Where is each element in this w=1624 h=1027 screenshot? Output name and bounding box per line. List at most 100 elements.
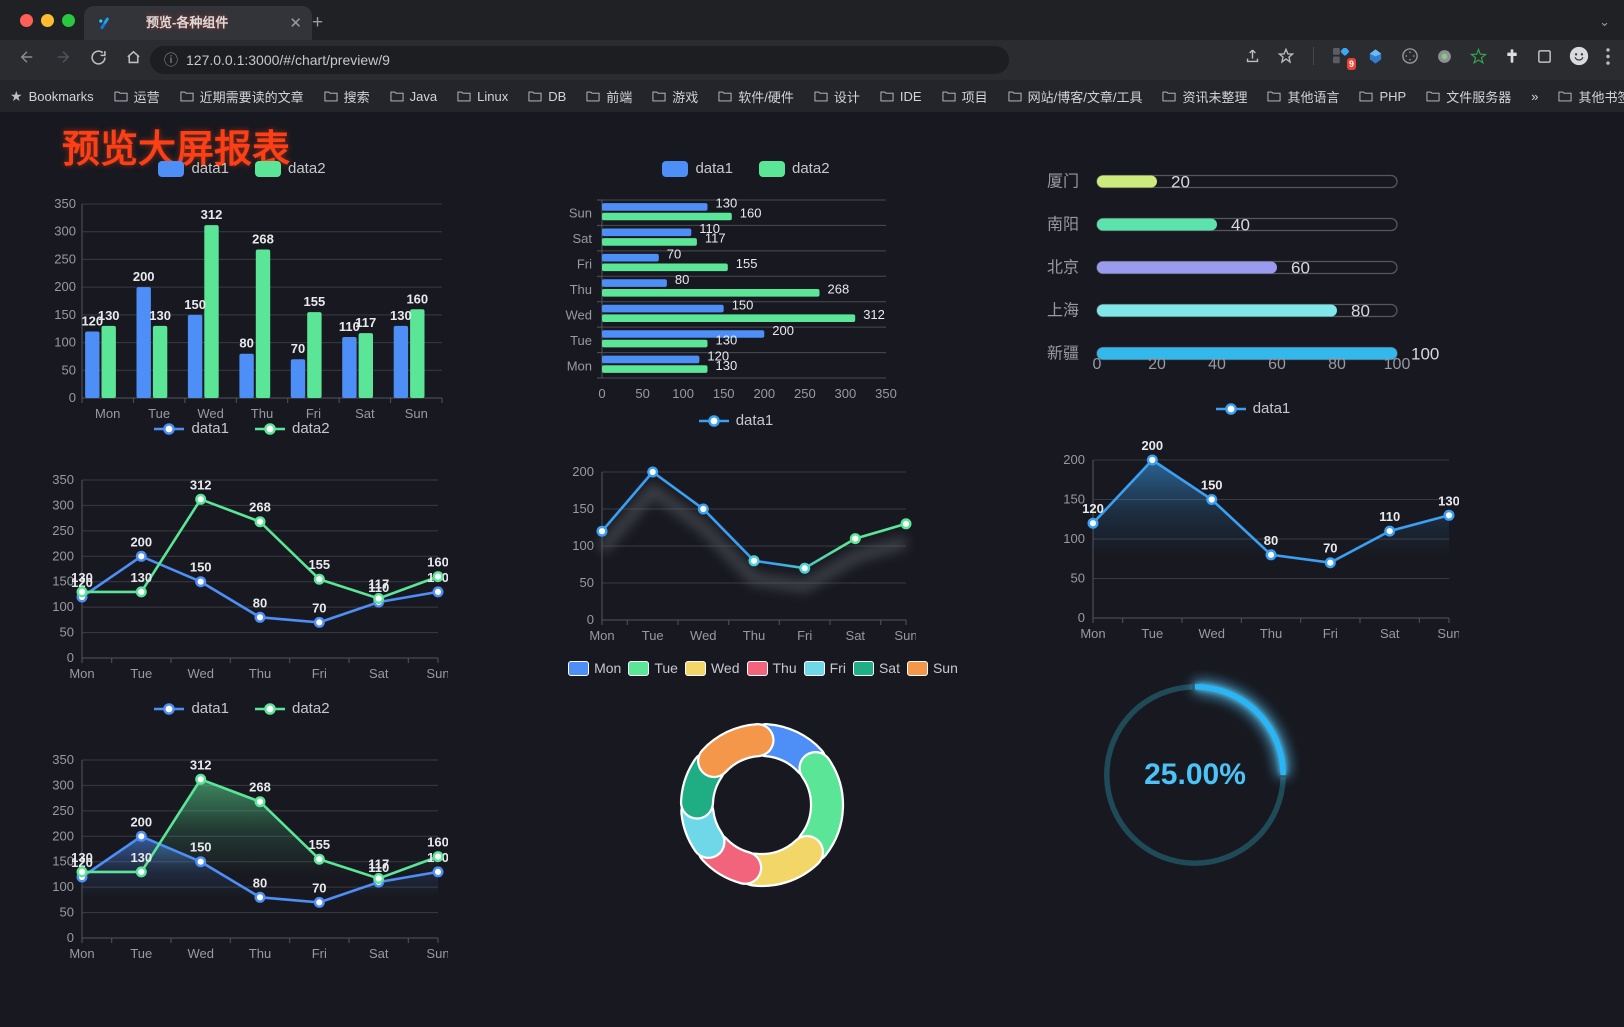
- svg-text:Mon: Mon: [1080, 626, 1105, 641]
- svg-text:117: 117: [368, 857, 389, 872]
- svg-text:155: 155: [308, 557, 330, 572]
- svg-text:40: 40: [1231, 216, 1250, 235]
- svg-text:200: 200: [130, 534, 152, 549]
- svg-text:150: 150: [184, 297, 206, 312]
- svg-text:100: 100: [1411, 345, 1439, 364]
- svg-text:Tue: Tue: [642, 628, 664, 643]
- svg-text:200: 200: [1141, 438, 1163, 453]
- svg-text:Mon: Mon: [567, 358, 592, 373]
- svg-text:Mon: Mon: [69, 946, 94, 961]
- svg-text:50: 50: [580, 575, 594, 590]
- svg-text:250: 250: [52, 523, 74, 538]
- svg-text:Tue: Tue: [130, 666, 152, 681]
- svg-text:Sun: Sun: [1437, 626, 1459, 641]
- svg-text:厦门: 厦门: [1047, 173, 1079, 191]
- svg-text:130: 130: [716, 196, 738, 211]
- svg-text:350: 350: [54, 196, 76, 211]
- svg-text:200: 200: [52, 548, 74, 563]
- svg-text:50: 50: [1071, 571, 1085, 586]
- svg-text:Tue: Tue: [570, 333, 592, 348]
- svg-text:80: 80: [1328, 356, 1346, 373]
- svg-text:150: 150: [190, 840, 212, 855]
- svg-text:Sun: Sun: [426, 666, 448, 681]
- svg-text:Tue: Tue: [1141, 626, 1163, 641]
- svg-text:0: 0: [587, 612, 594, 627]
- svg-text:117: 117: [705, 231, 726, 246]
- svg-text:80: 80: [1264, 533, 1278, 548]
- svg-text:50: 50: [635, 386, 649, 401]
- svg-text:130: 130: [149, 308, 171, 323]
- svg-text:130: 130: [130, 850, 152, 865]
- svg-text:Thu: Thu: [249, 666, 271, 681]
- svg-text:312: 312: [190, 757, 212, 772]
- svg-text:312: 312: [863, 307, 885, 322]
- svg-text:Sat: Sat: [1380, 626, 1400, 641]
- svg-text:155: 155: [736, 256, 758, 271]
- svg-text:200: 200: [54, 279, 76, 294]
- svg-text:110: 110: [1379, 509, 1400, 524]
- svg-text:Thu: Thu: [1260, 626, 1282, 641]
- svg-text:250: 250: [54, 251, 76, 266]
- svg-text:40: 40: [1208, 356, 1226, 373]
- svg-text:80: 80: [675, 272, 689, 287]
- svg-text:100: 100: [54, 335, 76, 350]
- svg-text:150: 150: [190, 560, 212, 575]
- svg-text:0: 0: [598, 386, 605, 401]
- svg-text:Sat: Sat: [369, 666, 389, 681]
- svg-text:70: 70: [291, 341, 305, 356]
- svg-text:150: 150: [54, 307, 76, 322]
- svg-text:0: 0: [67, 930, 74, 945]
- svg-text:70: 70: [1323, 541, 1337, 556]
- svg-text:130: 130: [716, 358, 738, 373]
- svg-text:200: 200: [1063, 452, 1085, 467]
- svg-text:350: 350: [52, 472, 74, 487]
- svg-text:150: 150: [1201, 478, 1223, 493]
- svg-text:100: 100: [572, 538, 594, 553]
- svg-text:160: 160: [427, 555, 448, 570]
- svg-text:350: 350: [875, 386, 897, 401]
- svg-text:130: 130: [71, 850, 93, 865]
- svg-text:80: 80: [239, 336, 253, 351]
- svg-text:70: 70: [667, 247, 681, 262]
- svg-text:200: 200: [772, 323, 794, 338]
- svg-text:268: 268: [249, 500, 271, 515]
- svg-text:60: 60: [1291, 259, 1310, 278]
- svg-text:130: 130: [716, 333, 738, 348]
- svg-text:155: 155: [308, 837, 330, 852]
- svg-text:130: 130: [390, 308, 412, 323]
- svg-text:Fri: Fri: [306, 406, 321, 421]
- svg-text:160: 160: [740, 205, 762, 220]
- svg-text:200: 200: [753, 386, 775, 401]
- svg-text:300: 300: [52, 497, 74, 512]
- svg-text:312: 312: [190, 477, 212, 492]
- svg-text:130: 130: [1438, 493, 1459, 508]
- svg-text:Fri: Fri: [312, 946, 327, 961]
- svg-text:200: 200: [572, 464, 594, 479]
- svg-text:Thu: Thu: [249, 946, 271, 961]
- svg-text:50: 50: [62, 362, 76, 377]
- svg-text:250: 250: [52, 803, 74, 818]
- svg-text:100: 100: [52, 599, 74, 614]
- svg-text:80: 80: [253, 595, 267, 610]
- svg-text:100: 100: [672, 386, 694, 401]
- svg-text:0: 0: [1078, 610, 1085, 625]
- svg-text:200: 200: [133, 269, 155, 284]
- svg-text:50: 50: [60, 905, 74, 920]
- svg-text:150: 150: [713, 386, 735, 401]
- svg-text:Tue: Tue: [130, 946, 152, 961]
- svg-text:300: 300: [835, 386, 857, 401]
- svg-text:0: 0: [1093, 356, 1102, 373]
- svg-text:Sun: Sun: [405, 406, 428, 421]
- svg-text:Sun: Sun: [894, 628, 916, 643]
- svg-text:100: 100: [1384, 356, 1411, 373]
- svg-text:20: 20: [1148, 356, 1166, 373]
- svg-text:北京: 北京: [1047, 259, 1079, 277]
- svg-text:268: 268: [249, 780, 271, 795]
- svg-text:Fri: Fri: [577, 257, 592, 272]
- svg-text:Wed: Wed: [187, 946, 214, 961]
- svg-text:南阳: 南阳: [1047, 216, 1079, 234]
- svg-text:50: 50: [60, 625, 74, 640]
- svg-text:130: 130: [98, 308, 120, 323]
- svg-text:200: 200: [52, 828, 74, 843]
- svg-text:Sun: Sun: [426, 946, 448, 961]
